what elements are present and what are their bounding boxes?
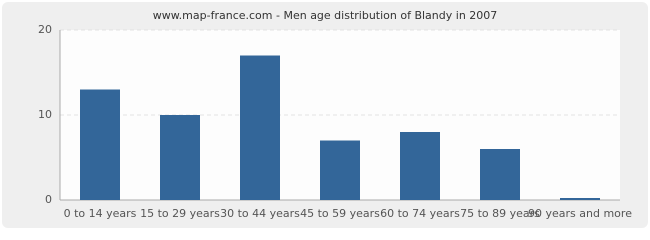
x-tick-label: 60 to 74 years	[380, 207, 460, 220]
x-tick-label: 30 to 44 years	[220, 207, 300, 220]
x-tick-label: 0 to 14 years	[64, 207, 137, 220]
bar	[160, 115, 200, 200]
chart-title: www.map-france.com - Men age distributio…	[153, 9, 498, 22]
x-tick-label: 75 to 89 years	[460, 207, 540, 220]
bar	[480, 149, 520, 200]
x-tick-label: 45 to 59 years	[300, 207, 380, 220]
y-tick-label: 20	[38, 23, 52, 36]
x-tick-label: 90 years and more	[528, 207, 632, 220]
bar	[560, 198, 600, 200]
bar	[320, 140, 360, 200]
x-tick-label: 15 to 29 years	[140, 207, 220, 220]
bar	[400, 132, 440, 200]
y-tick-label: 10	[38, 108, 52, 121]
bar	[80, 89, 120, 200]
bar	[240, 55, 280, 200]
y-tick-label: 0	[45, 193, 52, 206]
chart: www.map-france.com - Men age distributio…	[2, 2, 648, 228]
